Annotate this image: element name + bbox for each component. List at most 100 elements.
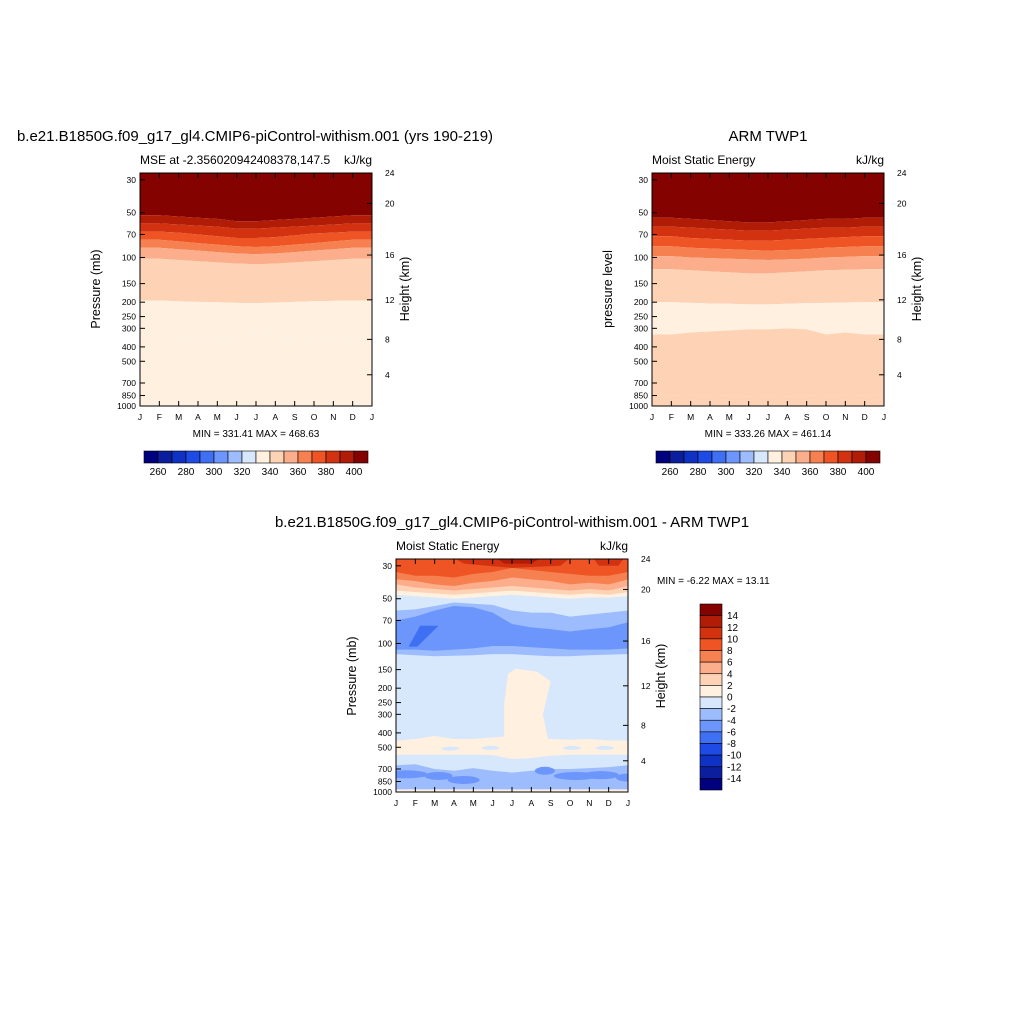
month-tick-label: J [138, 412, 142, 422]
diff-panel-stats: MIN = -6.22 MAX = 13.11 [657, 576, 770, 587]
colorbar-box [699, 754, 723, 768]
contour-band [140, 300, 372, 341]
month-tick-label: F [157, 412, 162, 422]
colorbar-label: 10 [727, 634, 739, 645]
colorbar-box [669, 450, 685, 464]
pressure-tick-label: 250 [634, 312, 648, 322]
pressure-tick-label: 30 [639, 175, 649, 185]
colorbar-box [185, 450, 201, 464]
colorbar-label: 300 [206, 467, 223, 478]
pressure-tick-label: 300 [634, 323, 648, 333]
contour-band [652, 302, 884, 335]
contour-band [140, 247, 372, 265]
month-tick-label: N [586, 798, 592, 808]
month-tick-label: J [626, 798, 630, 808]
colorbar-label: -6 [727, 727, 736, 738]
diff-surface-core [424, 771, 453, 780]
month-tick-label: J [370, 412, 374, 422]
colorbar-label: 380 [318, 467, 335, 478]
colorbar-box [213, 450, 229, 464]
colorbar-box [655, 450, 671, 464]
height-tick-label: 12 [897, 295, 907, 305]
pressure-tick-label: 850 [378, 777, 392, 787]
colorbar-label: 320 [746, 467, 763, 478]
month-tick-label: D [350, 412, 356, 422]
height-tick-label: 20 [641, 584, 651, 594]
month-tick-label: N [842, 412, 848, 422]
colorbar-box [325, 450, 341, 464]
colorbar-box [699, 719, 723, 733]
colorbar-label: 8 [727, 646, 733, 657]
month-tick-label: S [804, 412, 810, 422]
pressure-tick-label: 150 [378, 665, 392, 675]
colorbar-box [697, 450, 713, 464]
contour-band [140, 335, 372, 403]
month-tick-label: J [491, 798, 495, 808]
height-tick-label: 12 [641, 681, 651, 691]
obs-panel-title: ARM TWP1 [729, 128, 808, 145]
contour-fill [652, 173, 884, 406]
month-tick-label: J [882, 412, 886, 422]
colorbar-box [283, 450, 299, 464]
month-tick-label: M [726, 412, 733, 422]
pressure-tick-label: 850 [122, 391, 136, 401]
month-tick-label: M [687, 412, 694, 422]
model-panel-rlabel: Height (km) [398, 257, 412, 322]
pressure-tick-label: 400 [122, 342, 136, 352]
model-panel-left-string: MSE at -2.3560209424083​78,147.5 [140, 153, 330, 167]
height-tick-label: 4 [385, 370, 390, 380]
pressure-tick-label: 700 [634, 378, 648, 388]
contour-band [652, 217, 884, 231]
colorbar-label: 300 [718, 467, 735, 478]
pressure-tick-label: 700 [122, 378, 136, 388]
pressure-tick-label: 150 [122, 279, 136, 289]
pressure-tick-label: 1000 [373, 787, 392, 797]
height-tick-label: 8 [897, 334, 902, 344]
model-panel-ylabel: Pressure (mb) [89, 249, 103, 328]
colorbar-box [297, 450, 313, 464]
pressure-tick-label: 400 [634, 342, 648, 352]
colorbar-label: 340 [262, 467, 279, 478]
pressure-tick-label: 500 [634, 356, 648, 366]
pressure-tick-label: 100 [378, 638, 392, 648]
month-tick-label: M [214, 412, 221, 422]
colorbar-label: 400 [346, 467, 363, 478]
colorbar-box [699, 766, 723, 779]
model-panel-stats: MIN = 331.41 MAX = 468.63 [193, 429, 320, 440]
colorbar-label: 260 [662, 467, 679, 478]
height-tick-label: 8 [385, 334, 390, 344]
height-tick-label: 20 [897, 198, 907, 208]
colorbar-box [339, 450, 355, 464]
contour-band [140, 258, 372, 304]
colorbar-box [255, 450, 271, 464]
colorbar-box [699, 638, 723, 651]
colorbar-box [143, 450, 159, 464]
height-tick-label: 24 [641, 554, 651, 564]
obs-panel-right-string: kJ/kg [856, 153, 884, 167]
colorbar-box [739, 450, 755, 464]
height-tick-label: 24 [897, 168, 907, 178]
colorbar-label: 320 [234, 467, 251, 478]
obs-panel-left-string: Moist Static Energy [652, 153, 755, 167]
contour-band [140, 239, 372, 255]
month-tick-label: M [431, 798, 438, 808]
colorbar-box [699, 696, 723, 709]
pressure-tick-label: 250 [378, 698, 392, 708]
diff-surface-core [447, 775, 480, 784]
contour-band [652, 269, 884, 305]
month-tick-label: J [747, 412, 751, 422]
month-tick-label: M [175, 412, 182, 422]
colorbar-label: 12 [727, 623, 739, 634]
month-tick-label: J [510, 798, 514, 808]
pressure-tick-label: 500 [122, 356, 136, 366]
colorbar-label: -2 [727, 704, 736, 715]
colorbar-label: 360 [802, 467, 819, 478]
pressure-tick-label: 50 [639, 208, 649, 218]
height-tick-label: 24 [385, 168, 395, 178]
diff-surface-negative [396, 764, 628, 791]
contour-band [652, 236, 884, 251]
diff-surface-core [582, 771, 619, 780]
colorbar-label: -4 [727, 716, 736, 727]
colorbar-box [699, 708, 723, 721]
colorbar-box [699, 778, 723, 791]
